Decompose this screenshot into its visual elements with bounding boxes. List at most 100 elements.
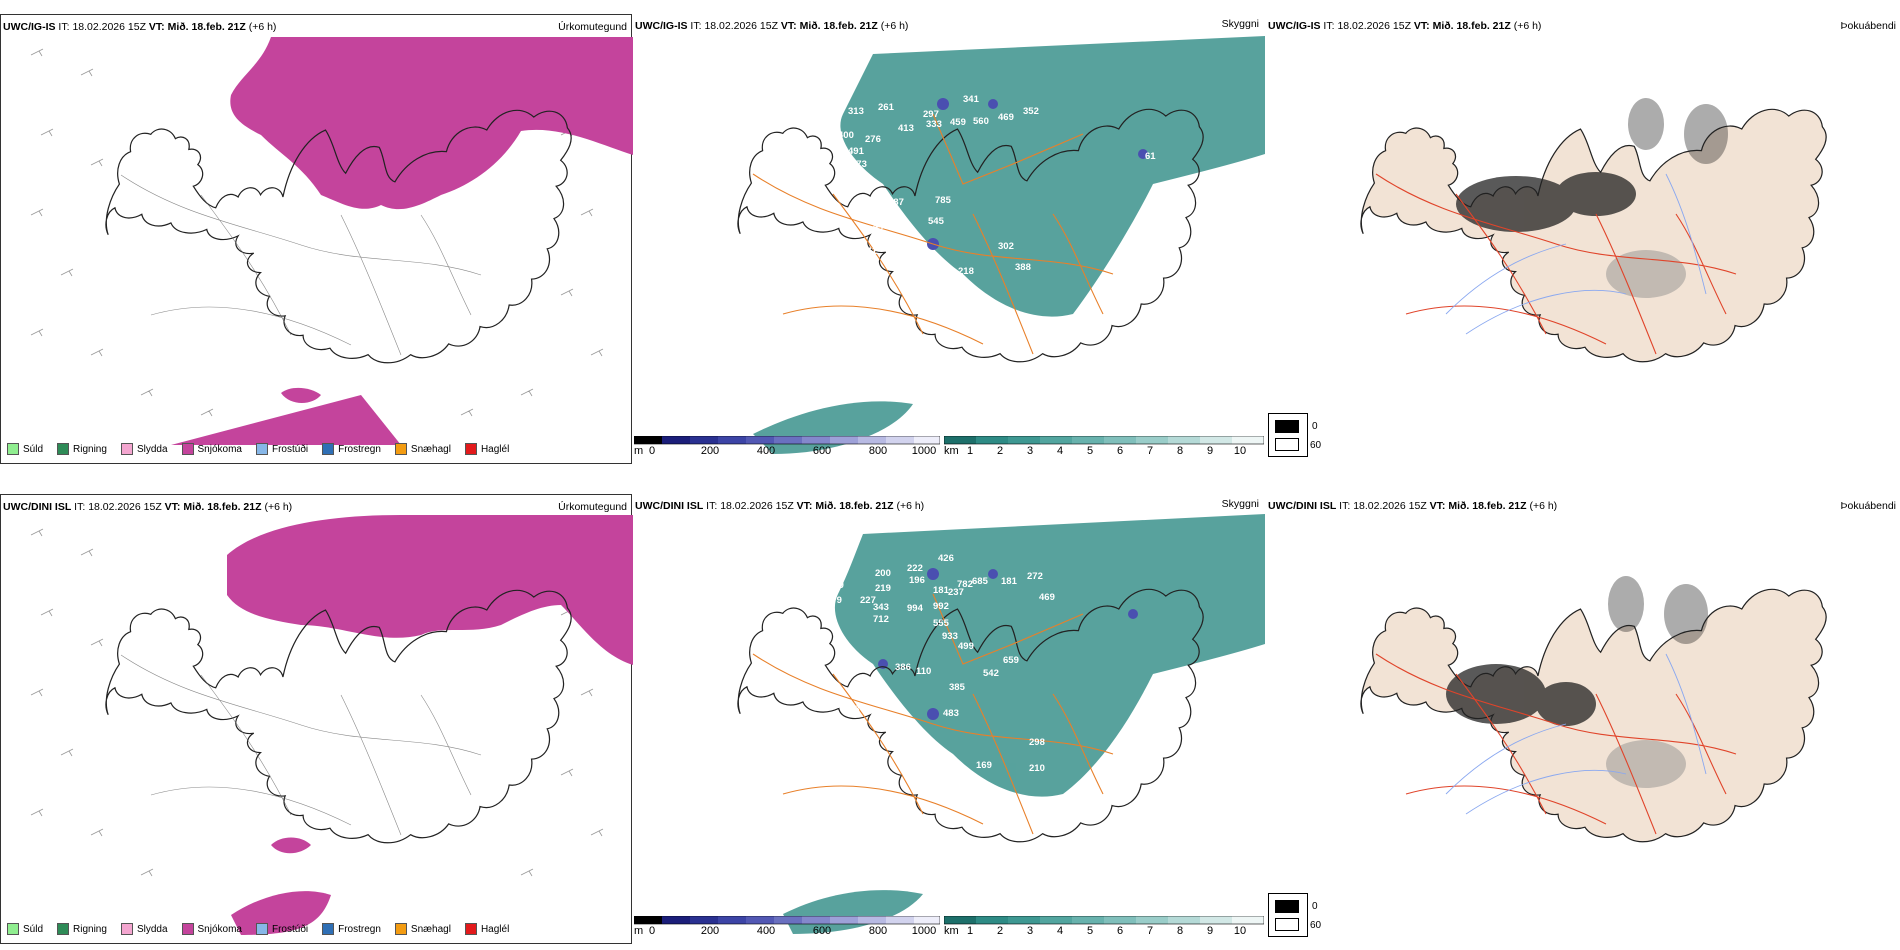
tick-label: 9 — [1206, 925, 1214, 937]
legend-label: Súld — [23, 443, 44, 455]
peak-label: 200 — [875, 568, 891, 579]
vt-label: VT: — [148, 21, 165, 33]
colorbar-km-bottom: km 1 2 3 4 5 6 7 8 9 10 — [944, 916, 1264, 944]
peak-label: 171 — [861, 246, 878, 257]
panel-title: Úrkomutegund — [558, 501, 627, 513]
peak-label: 272 — [1027, 571, 1043, 582]
panel-title: Þokuábendi — [1840, 20, 1896, 32]
lead-time: (+6 h) — [1529, 500, 1558, 512]
legend-item: Frostregn — [322, 443, 381, 455]
header-bottom-3: UWC/DINI ISL IT: 18.02.2026 15Z VT: Mið.… — [1268, 500, 1557, 512]
legend-item: Rigning — [57, 443, 107, 455]
tick-label: 800 — [868, 925, 888, 937]
peak-label: 110 — [916, 666, 931, 677]
peak-label: 472 — [865, 204, 881, 215]
peak-label: 48 — [849, 704, 860, 715]
vt-value: Mið. 18.feb. 21Z — [183, 501, 262, 513]
road-network — [752, 113, 1114, 355]
swatch — [322, 923, 335, 935]
peak-label: 499 — [958, 641, 974, 652]
swatch — [394, 923, 407, 935]
it-value: 18.02.2026 15Z — [704, 20, 778, 32]
tick-label: 9 — [1206, 445, 1214, 457]
legend-item: Snæhagl — [394, 923, 451, 935]
it-label: IT: — [706, 500, 718, 512]
peak-label: 473 — [851, 159, 867, 170]
peak-label: 297 — [923, 109, 939, 120]
legend-label: Snjókoma — [197, 443, 242, 455]
swatch — [255, 443, 268, 455]
swatch — [120, 443, 133, 455]
it-label: IT: — [690, 20, 702, 32]
legend-item: Rigning — [57, 923, 107, 935]
colorbar-km-strip — [944, 916, 1264, 925]
precip-map-top — [30, 37, 633, 445]
road-network — [120, 174, 482, 356]
peak-label: 234 — [928, 262, 945, 273]
rivers — [1445, 653, 1707, 815]
legend-item: Slydda — [120, 923, 168, 935]
swatch — [181, 443, 194, 455]
swatch — [181, 923, 194, 935]
legend-item: Haglél — [464, 923, 509, 935]
cloud-cover — [783, 514, 1265, 934]
tick-label: 400 — [756, 925, 776, 937]
tick-label: 0 — [648, 445, 656, 457]
low-cloud-spots — [878, 568, 1138, 720]
legend-item: Frostregn — [322, 923, 381, 935]
peak-label: 462 — [920, 754, 936, 765]
fog-key-top — [1268, 413, 1308, 457]
fog-key-bottom-label: 60 — [1310, 440, 1322, 451]
legend-label: Frostúði — [271, 923, 309, 935]
peak-label: 555 — [933, 618, 950, 629]
peak-label: 218 — [958, 266, 974, 277]
legend-label: Frostregn — [338, 923, 381, 935]
peak-label: 222 — [907, 563, 923, 574]
tick-label: 10 — [1233, 925, 1247, 937]
legend-item: Súld — [7, 923, 43, 935]
peak-label: 343 — [873, 602, 889, 613]
fog-key-light — [1275, 918, 1299, 931]
legend-label: Snæhagl — [410, 923, 451, 935]
peak-label: 169 — [976, 760, 992, 771]
legend-label: Haglél — [480, 443, 510, 455]
fog-key-dark — [1275, 420, 1299, 433]
swatch — [394, 443, 407, 455]
swatch — [322, 443, 335, 455]
tick-label: 200 — [700, 445, 720, 457]
tick-label: 1000 — [911, 925, 937, 937]
precip-panel-top: UWC/IG-IS IT: 18.02.2026 15Z VT: Mið. 18… — [0, 14, 633, 464]
it-value: 18.02.2026 15Z — [720, 500, 794, 512]
peak-label: 782 — [957, 579, 973, 590]
fog-shading — [1446, 576, 1708, 788]
cloud-panel-bottom: 200 222 426 470 479 219 196 181 782 685 181 272 227 3… — [633, 494, 1265, 944]
wind-barbs — [30, 528, 604, 877]
tick-label: 3 — [1026, 445, 1034, 457]
panel-title: Skyggni — [1221, 498, 1259, 510]
tick-label: 10 — [1233, 445, 1247, 457]
peak-label: 237 — [948, 587, 964, 598]
legend-item: Slydda — [120, 443, 168, 455]
colorbar-km-strip — [944, 436, 1264, 445]
peak-label: 400 — [838, 130, 854, 141]
swatch — [464, 923, 477, 935]
model-name: UWC/IG-IS — [1268, 20, 1321, 32]
model-name: UWC/IG-IS — [635, 20, 688, 32]
vt-label: VT: — [164, 501, 181, 513]
it-label: IT: — [1323, 20, 1335, 32]
unit-label: m — [634, 925, 644, 937]
road-network — [1375, 173, 1737, 355]
model-name: UWC/IG-IS — [3, 21, 56, 33]
peak-label: 659 — [1003, 655, 1019, 666]
tick-label: 6 — [1116, 925, 1124, 937]
peak-label: 483 — [943, 708, 959, 719]
peak-label: 302 — [998, 241, 1014, 252]
peak-label: 219 — [875, 583, 891, 594]
peak-label: 341 — [963, 94, 980, 105]
tick-label: 7 — [1146, 925, 1154, 937]
peak-label: 279 — [831, 700, 847, 711]
tick-label: 1000 — [911, 445, 937, 457]
fog-key-dark — [1275, 900, 1299, 913]
